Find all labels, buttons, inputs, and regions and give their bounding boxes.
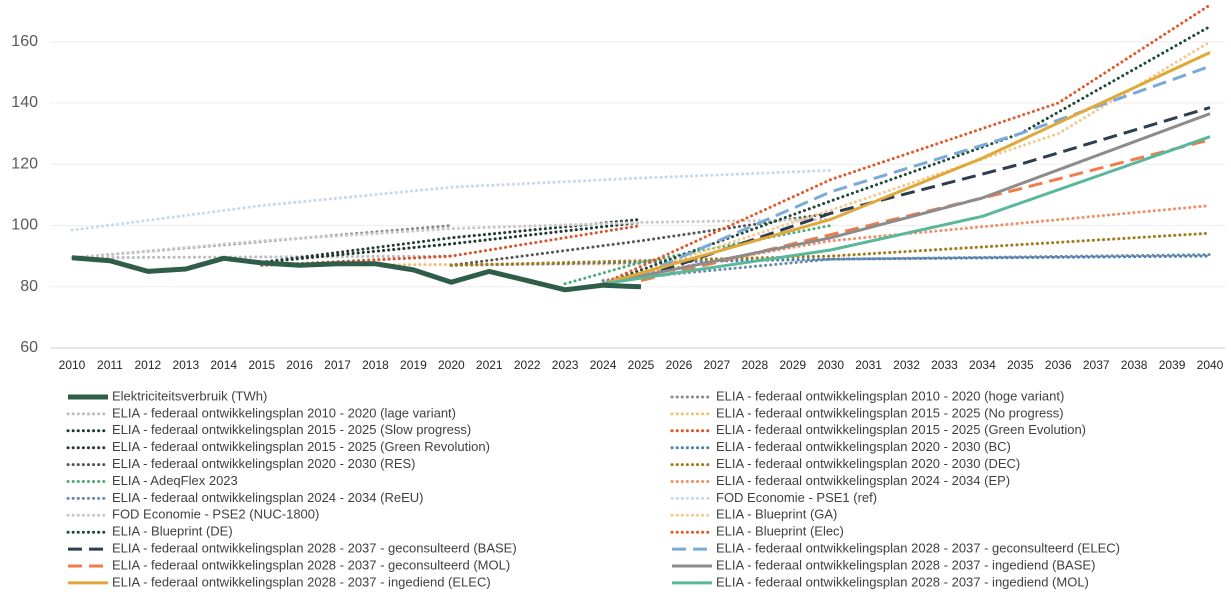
- legend-label: FOD Economie - PSE1 (ref): [716, 490, 877, 505]
- legend-label: ELIA - federaal ontwikkelingsplan 2028 -…: [112, 557, 510, 572]
- legend-label: ELIA - federaal ontwikkelingsplan 2010 -…: [112, 405, 456, 420]
- series-line: [602, 51, 1211, 286]
- legend-label: ELIA - federaal ontwikkelingsplan 2020 -…: [112, 456, 416, 471]
- x-tick-label: 2022: [514, 358, 541, 372]
- x-tick-label: 2037: [1083, 358, 1110, 372]
- series-line: [70, 224, 453, 260]
- legend-label: ELIA - AdeqFlex 2023: [112, 473, 238, 488]
- legend-label: FOD Economie - PSE2 (NUC-1800): [112, 507, 319, 522]
- y-tick-label: 160: [11, 33, 38, 50]
- series-line: [449, 254, 1212, 267]
- legend-label: ELIA - federaal ontwikkelingsplan 2015 -…: [112, 422, 471, 437]
- legend-label: ELIA - federaal ontwikkelingsplan 2015 -…: [112, 439, 490, 454]
- x-tick-label: 2030: [817, 358, 844, 372]
- x-tick-label: 2020: [438, 358, 465, 372]
- series-line: [70, 217, 833, 260]
- x-tick-label: 2029: [779, 358, 806, 372]
- x-tick-label: 2036: [1045, 358, 1072, 372]
- legend-label: ELIA - Blueprint (Elec): [716, 524, 844, 539]
- y-tick-label: 80: [20, 278, 38, 295]
- legend-label: ELIA - Blueprint (DE): [112, 524, 233, 539]
- x-tick-label: 2040: [1197, 358, 1224, 372]
- x-tick-label: 2015: [248, 358, 275, 372]
- x-tick-label: 2021: [476, 358, 503, 372]
- x-tick-label: 2014: [210, 358, 237, 372]
- legend-label: ELIA - federaal ontwikkelingsplan 2015 -…: [716, 405, 1064, 420]
- x-tick-label: 2027: [704, 358, 731, 372]
- legend-label: ELIA - federaal ontwikkelingsplan 2024 -…: [112, 490, 423, 505]
- x-tick-label: 2034: [969, 358, 996, 372]
- legend-label: ELIA - federaal ontwikkelingsplan 2010 -…: [716, 388, 1064, 403]
- x-tick-label: 2028: [741, 358, 768, 372]
- series-line: [601, 3, 1212, 286]
- x-tick-label: 2018: [362, 358, 389, 372]
- x-tick-label: 2026: [666, 358, 693, 372]
- legend-label: ELIA - federaal ontwikkelingsplan 2028 -…: [716, 574, 1089, 589]
- series-line: [70, 254, 453, 260]
- x-tick-label: 2024: [590, 358, 617, 372]
- legend-label: ELIA - federaal ontwikkelingsplan 2028 -…: [112, 541, 517, 556]
- x-tick-label: 2011: [97, 358, 123, 372]
- y-tick-label: 60: [20, 339, 38, 356]
- x-tick-label: 2017: [324, 358, 351, 372]
- legend-label: ELIA - federaal ontwikkelingsplan 2015 -…: [716, 422, 1086, 437]
- series-line: [602, 135, 1211, 286]
- x-tick-label: 2023: [552, 358, 579, 372]
- y-tick-label: 100: [11, 217, 38, 234]
- x-tick-label: 2033: [931, 358, 958, 372]
- series-line: [602, 112, 1211, 286]
- x-tick-label: 2032: [893, 358, 920, 372]
- series-line: [70, 168, 833, 232]
- series-line: [601, 24, 1212, 286]
- x-tick-label: 2010: [59, 358, 86, 372]
- x-tick-label: 2031: [855, 358, 882, 372]
- series-line: [640, 106, 1211, 280]
- legend-label: ELIA - federaal ontwikkelingsplan 2028 -…: [716, 557, 1095, 572]
- x-tick-label: 2038: [1121, 358, 1148, 372]
- series-line: [71, 255, 642, 293]
- x-tick-label: 2012: [135, 358, 162, 372]
- legend-label: ELIA - federaal ontwikkelingsplan 2020 -…: [716, 439, 1011, 454]
- series-line: [260, 220, 643, 264]
- x-tick-label: 2019: [400, 358, 427, 372]
- legend-label: ELIA - federaal ontwikkelingsplan 2020 -…: [716, 456, 1020, 471]
- legend-label: ELIA - Blueprint (GA): [716, 507, 837, 522]
- legend-label: ELIA - federaal ontwikkelingsplan 2028 -…: [112, 574, 491, 589]
- x-tick-label: 2025: [628, 358, 655, 372]
- y-tick-label: 140: [11, 94, 38, 111]
- x-tick-label: 2016: [286, 358, 313, 372]
- x-tick-label: 2013: [172, 358, 199, 372]
- x-tick-label: 2039: [1159, 358, 1186, 372]
- x-tick-label: 2035: [1007, 358, 1034, 372]
- legend-label: Elektriciteitsverbruik (TWh): [112, 388, 267, 403]
- series-line: [449, 231, 1212, 267]
- legend-label: ELIA - federaal ontwikkelingsplan 2028 -…: [716, 541, 1120, 556]
- series-line: [260, 224, 643, 267]
- series-line: [640, 64, 1211, 276]
- y-tick-label: 120: [11, 155, 38, 172]
- legend-label: ELIA - federaal ontwikkelingsplan 2024 -…: [716, 473, 1010, 488]
